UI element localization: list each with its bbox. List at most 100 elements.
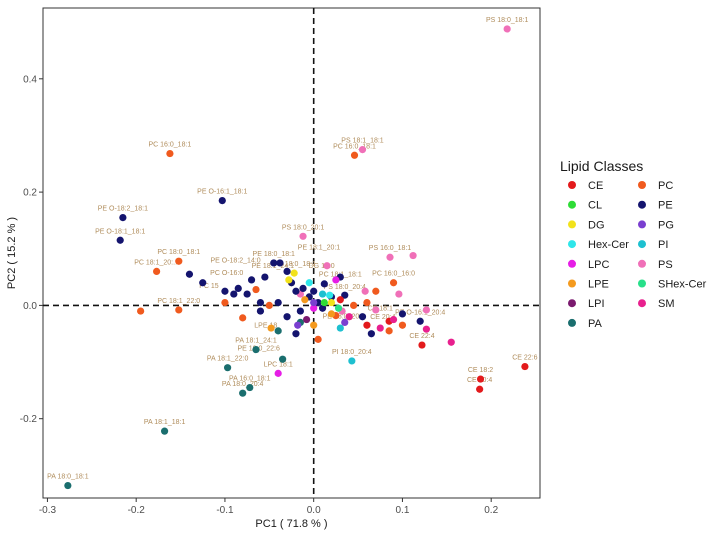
data-point-pe bbox=[119, 213, 127, 222]
point-label: PC 16:0_18:1 bbox=[333, 143, 376, 150]
point-label: PC 18:1_22:0 bbox=[157, 298, 200, 305]
annotation-label: PE 18:1_20:1 bbox=[298, 245, 341, 252]
data-point-ce bbox=[418, 341, 426, 349]
data-point-pa bbox=[279, 355, 287, 363]
x-tick-label: -0.2 bbox=[128, 505, 146, 516]
y-tick-label: 0.2 bbox=[23, 188, 37, 199]
point-label: PE O-16:1_20:4 bbox=[395, 309, 445, 316]
data-point-pe bbox=[230, 290, 238, 298]
data-point-lpc bbox=[274, 369, 282, 377]
data-point-pc bbox=[166, 149, 174, 158]
data-point-ps bbox=[386, 253, 394, 261]
point-label: PA 18:0_18:1 bbox=[47, 474, 89, 481]
data-point-pe bbox=[256, 298, 265, 307]
data-point-pc bbox=[389, 279, 398, 287]
annotation-label: CE 18:1 bbox=[368, 306, 393, 313]
data-point-lpi bbox=[302, 315, 311, 324]
point-label: PS 16:0_18:1 bbox=[369, 245, 412, 252]
data-point-pe bbox=[292, 330, 300, 338]
data-point-ps bbox=[299, 232, 307, 240]
data-point-pe bbox=[270, 259, 278, 267]
data-point-sm bbox=[422, 325, 430, 333]
data-point-pa bbox=[239, 389, 247, 397]
data-point-pc bbox=[175, 306, 183, 314]
data-point-pe bbox=[296, 307, 304, 315]
data-point-pe bbox=[221, 287, 229, 295]
data-point-pe bbox=[283, 267, 291, 276]
data-point-pe bbox=[398, 310, 407, 318]
data-point-ps bbox=[503, 25, 511, 33]
data-point-ps bbox=[323, 262, 331, 270]
point-label: PC 16:0_16:0 bbox=[372, 271, 415, 278]
data-point-dg bbox=[327, 298, 336, 307]
legend-entry-label: PG bbox=[658, 219, 674, 231]
data-point-pc bbox=[363, 298, 371, 307]
data-point-pe bbox=[185, 270, 194, 278]
panel-border bbox=[42, 7, 541, 499]
x-tick-label: -0.1 bbox=[216, 505, 234, 516]
data-point-pa bbox=[246, 383, 254, 392]
legend-swatch bbox=[638, 299, 646, 308]
legend-entry-label: PE bbox=[658, 200, 673, 212]
data-point-dg bbox=[290, 269, 298, 277]
data-point-pc bbox=[265, 301, 273, 309]
data-point-pe bbox=[256, 307, 265, 315]
data-point-lpc bbox=[310, 304, 318, 312]
data-point-pi bbox=[318, 290, 327, 298]
data-point-pe bbox=[234, 284, 242, 293]
data-point-dg bbox=[285, 276, 293, 284]
data-point-pe bbox=[283, 313, 291, 321]
legend-entry-label: PA bbox=[588, 318, 603, 330]
legend-entry-label: PC bbox=[658, 180, 673, 192]
data-point-ps bbox=[422, 306, 430, 314]
annotation-label: LPE 18 bbox=[254, 323, 277, 330]
point-label: PC 18:0_18:1 bbox=[157, 249, 200, 256]
data-point-pe bbox=[310, 287, 318, 295]
data-point-ps bbox=[372, 306, 380, 314]
point-label: PE O-18:2_18:1 bbox=[98, 206, 148, 213]
point-label: PE O-16:1_18:1 bbox=[197, 189, 247, 196]
data-point-pe bbox=[299, 284, 307, 293]
data-point-pc bbox=[221, 298, 229, 307]
point-label: PE O-18:1_18:1 bbox=[95, 228, 145, 235]
legend-title: Lipid Classes bbox=[560, 158, 643, 174]
point-label: PC 18:1_20:... bbox=[134, 259, 179, 266]
legend-swatch bbox=[568, 318, 576, 327]
data-point-pe bbox=[116, 236, 124, 244]
data-point-pc bbox=[314, 335, 322, 343]
point-label: CE 18:2 bbox=[468, 367, 493, 374]
y-tick-label: 0.4 bbox=[23, 74, 37, 85]
annotation-label: PC 15 bbox=[199, 283, 219, 290]
legend-swatch bbox=[638, 279, 646, 288]
legend-entry-label: LPE bbox=[588, 279, 609, 291]
data-point-pe bbox=[318, 304, 327, 312]
data-point-pe bbox=[367, 330, 375, 338]
data-point-ce bbox=[363, 321, 371, 329]
data-point-pa bbox=[64, 481, 72, 490]
reference-lines bbox=[43, 8, 540, 498]
data-point-pi bbox=[336, 324, 344, 332]
legend-entry-label: CL bbox=[588, 200, 602, 212]
data-point-lpe bbox=[310, 321, 318, 329]
data-point-pc bbox=[175, 257, 183, 265]
data-point-pc bbox=[372, 287, 380, 295]
legend-swatch bbox=[568, 299, 576, 308]
point-label: PA 16:0_18:1 bbox=[229, 376, 271, 383]
data-point-sm bbox=[447, 338, 455, 346]
y-tick-label: 0.0 bbox=[23, 301, 37, 312]
annotation-label: PE O-18:2_14:0 bbox=[210, 258, 260, 265]
legend-swatch bbox=[568, 200, 576, 209]
data-point-pi bbox=[348, 357, 356, 365]
annotation-label: PE 18:0_20:4 bbox=[323, 314, 366, 321]
data-point-pc bbox=[252, 285, 260, 294]
data-point-pe bbox=[416, 317, 424, 325]
data-point-lpe bbox=[327, 310, 336, 318]
point-label: PA 18:1_18:1 bbox=[144, 419, 186, 426]
data-point-ps bbox=[358, 146, 367, 154]
data-point-pe bbox=[243, 290, 251, 298]
data-point-hex-cer bbox=[326, 291, 334, 299]
data-point-pa bbox=[252, 345, 260, 354]
legend-swatch bbox=[568, 279, 576, 288]
point-label: CE 22:4 bbox=[409, 333, 434, 340]
x-tick-label: 0.1 bbox=[395, 505, 409, 516]
